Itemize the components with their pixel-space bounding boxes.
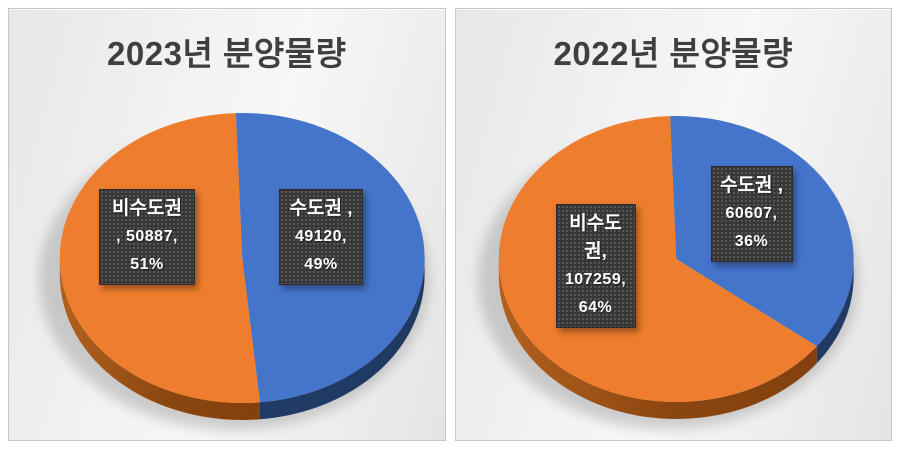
chart-panel-2022: 2022년 분양물량 비수도 권, 107259, 64% 수도권 , 6060… <box>454 8 892 441</box>
label-line: 비수도 <box>569 213 622 234</box>
chart-panel-2023: 2023년 분양물량 비수도권 , 50887, 51% 수도권 , 49120… <box>8 8 446 441</box>
label-line: 49120, <box>295 228 347 245</box>
chart-title-2022: 2022년 분양물량 <box>553 35 793 72</box>
label-line: 64% <box>578 299 613 316</box>
data-label-bisudogwon-2022: 비수도 권, 107259, 64% <box>555 204 636 328</box>
data-label-sudogwon-2023: 수도권 , 49120, 49% <box>279 189 363 285</box>
data-label-bisudogwon-2023: 비수도권 , 50887, 51% <box>99 189 195 285</box>
label-line: 60607, <box>725 205 778 222</box>
pie-side-수도권 <box>259 258 425 420</box>
label-line: 비수도권 <box>112 198 182 219</box>
chart-title-2023: 2023년 분양물량 <box>107 35 347 72</box>
label-line: 49% <box>304 256 338 273</box>
data-label-sudogwon-2022: 수도권 , 60607, 36% <box>710 166 793 262</box>
pie-side-수도권 <box>816 259 854 364</box>
label-line: , 50887, <box>116 228 178 245</box>
pie-side-비수도권 <box>498 259 817 420</box>
label-line: 권, <box>584 241 607 262</box>
pie-side-비수도권 <box>59 258 260 421</box>
label-line: 51% <box>130 256 164 273</box>
pie-slice-비수도권 <box>498 116 817 403</box>
label-line: 수도권 , <box>720 175 783 196</box>
label-line: 36% <box>734 233 769 250</box>
label-line: 107259, <box>564 271 627 288</box>
label-line: 수도권 , <box>289 198 353 219</box>
